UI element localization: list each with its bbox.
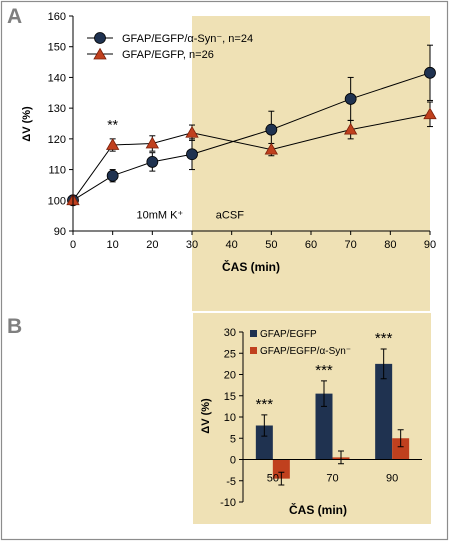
data-point-circle (146, 155, 159, 168)
chart-a: 90 100 110 120 130 140 150 160 0 10 20 30 40 50 60 70 8… (21, 11, 437, 274)
panel-a-label: A (7, 5, 22, 28)
legend-label-syn: GFAP/EGFP/α-Syn⁻, n=24 (122, 33, 253, 45)
chart-a-legend: GFAP/EGFP/α-Syn⁻, n=24 GFAP/EGFP, n=26 (87, 32, 253, 61)
chart-a-x-ticks: 0 10 20 30 40 50 60 70 80 90 (70, 231, 436, 251)
significance-marker: *** (256, 396, 274, 413)
legend-swatch-syn (250, 347, 257, 354)
annotation-text: ** (107, 117, 118, 133)
data-point-circle (265, 123, 278, 136)
panel-b-label: B (7, 315, 22, 338)
y-tick-label: -10 (220, 497, 236, 509)
chart-b: -10 -5 0 5 10 15 20 25 30 *** *** *** 50 70 90 ΔV (%… (200, 327, 422, 517)
x-tick-label: 40 (226, 239, 238, 251)
category-label: 90 (386, 473, 398, 485)
y-tick-label: -5 (226, 476, 236, 488)
y-tick-label: 100 (48, 195, 66, 207)
legend-label-b-syn: GFAP/EGFP/α-Syn⁻ (260, 346, 351, 357)
category-label: 70 (326, 473, 338, 485)
y-tick-label: 10 (224, 412, 236, 424)
chart-b-y-axis-label: ΔV (%) (200, 398, 212, 434)
y-tick-label: 30 (224, 327, 236, 339)
chart-b-x-axis-label: ČAS (min) (289, 502, 347, 517)
data-point-triangle (185, 125, 199, 138)
chart-b-y-ticks: -10 -5 0 5 10 15 20 25 30 (220, 327, 243, 509)
data-point-circle (424, 66, 436, 79)
y-tick-label: 130 (48, 103, 66, 115)
y-tick-label: 140 (48, 72, 66, 84)
y-tick-label: 120 (48, 134, 66, 146)
data-point-triangle (264, 142, 279, 155)
bar (255, 425, 273, 460)
x-tick-label: 60 (305, 239, 317, 251)
x-tick-label: 70 (345, 239, 357, 251)
y-tick-label: 0 (230, 455, 236, 467)
legend-label-egfp: GFAP/EGFP, n=26 (122, 49, 214, 61)
y-tick-label: 110 (48, 165, 66, 177)
bar (375, 363, 393, 460)
data-point-triangle (343, 122, 358, 135)
chart-a-annotations: ** 10mM K⁺ aCSF (107, 117, 244, 222)
x-tick-label: 10 (107, 239, 119, 251)
annotation-text: 10mM K⁺ (136, 210, 183, 222)
data-point-triangle (423, 107, 437, 120)
chart-b-bars: *** *** *** (255, 330, 410, 486)
chart-a-y-axis-label: ΔV (%) (21, 106, 33, 142)
y-tick-label: 90 (54, 226, 66, 238)
chart-b-legend: GFAP/EGFP GFAP/EGFP/α-Syn⁻ (250, 329, 351, 357)
y-tick-label: 15 (224, 391, 236, 403)
data-point-circle (344, 93, 357, 105)
y-tick-label: 150 (48, 42, 66, 54)
x-tick-label: 0 (70, 239, 76, 251)
significance-marker: *** (315, 362, 333, 379)
x-tick-label: 30 (186, 239, 198, 251)
legend-label-b-egfp: GFAP/EGFP (260, 329, 317, 340)
x-tick-label: 90 (424, 239, 436, 251)
legend-marker-egfp (93, 47, 107, 60)
chart-a-y-ticks: 90 100 110 120 130 140 150 160 (48, 11, 73, 238)
chart-a-series (66, 44, 437, 207)
legend-swatch-egfp (250, 330, 257, 337)
category-label: 50 (267, 473, 279, 485)
chart-b-category-labels: 50 70 90 (267, 473, 399, 485)
annotation-text: aCSF (216, 210, 244, 222)
data-point-circle (106, 169, 119, 182)
x-tick-label: 50 (265, 239, 277, 251)
y-tick-label: 25 (224, 348, 236, 360)
legend-marker-syn (94, 32, 106, 44)
acsf-shaded-region (192, 16, 430, 311)
significance-marker: *** (375, 330, 393, 347)
data-point-triangle (105, 138, 120, 150)
y-tick-label: 160 (48, 11, 66, 23)
chart-a-x-axis-label: ČAS (min) (222, 259, 280, 274)
bar (392, 438, 410, 460)
x-tick-label: 20 (146, 239, 158, 251)
data-point-circle (186, 148, 198, 161)
bar (315, 393, 333, 460)
x-tick-label: 80 (384, 239, 396, 251)
y-tick-label: 5 (230, 433, 236, 445)
data-point-triangle (145, 136, 160, 149)
bar (272, 459, 290, 479)
y-tick-label: 20 (224, 370, 236, 382)
